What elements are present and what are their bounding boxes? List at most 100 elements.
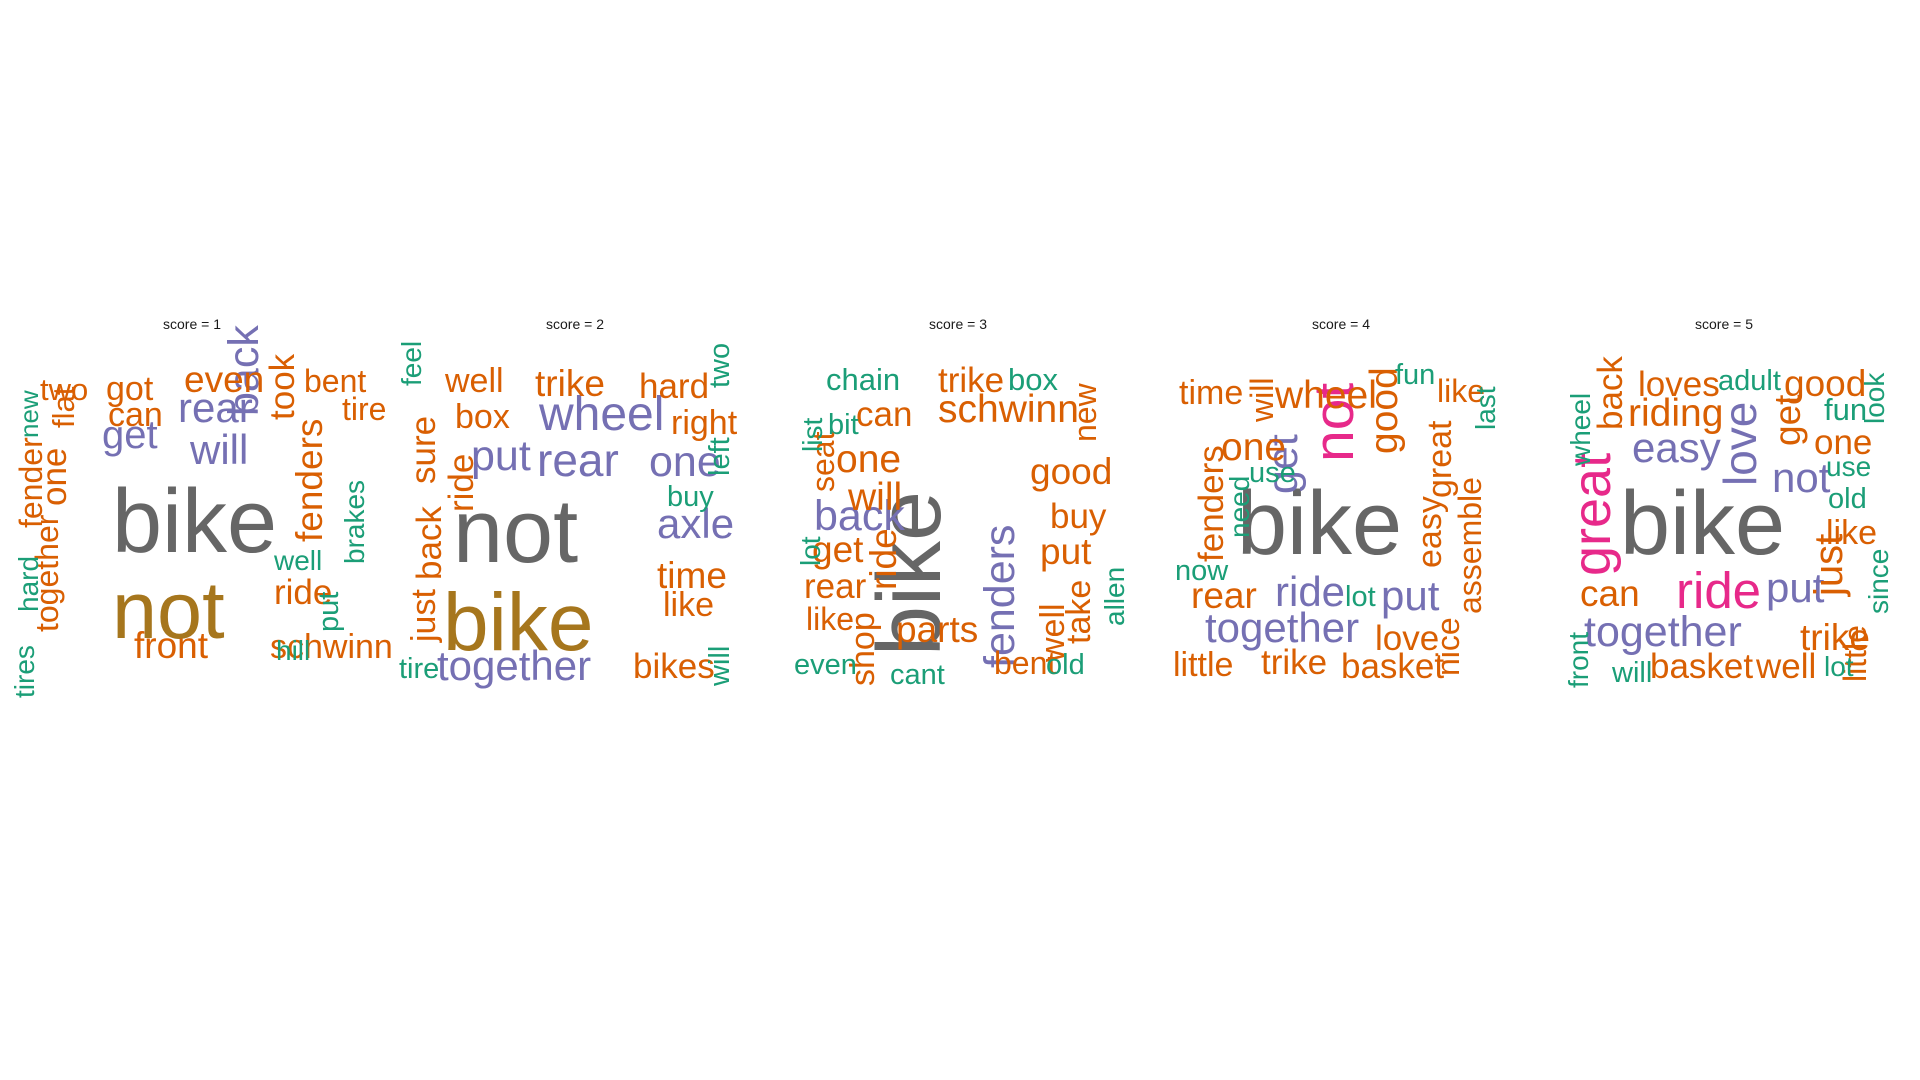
word-cant: cant xyxy=(890,659,945,691)
word-lot: lot xyxy=(795,536,826,566)
word-parts: parts xyxy=(896,609,978,650)
word-not: not xyxy=(453,482,578,582)
word-like: like xyxy=(806,601,854,637)
word-will: will xyxy=(189,426,248,473)
word-can: can xyxy=(856,395,912,434)
word-hill: hill xyxy=(276,635,310,666)
word-good: good xyxy=(1784,363,1866,404)
panel-title: score = 5 xyxy=(1695,316,1753,332)
word-front: front xyxy=(134,625,209,666)
word-hard: hard xyxy=(13,556,44,612)
word-together: together xyxy=(1205,604,1359,651)
word-even: even xyxy=(794,649,857,681)
word-bent: bent xyxy=(304,363,366,399)
word-get: get xyxy=(812,529,864,570)
word-shop: shop xyxy=(844,612,882,686)
word-one: one xyxy=(1814,423,1872,462)
word-box: box xyxy=(455,398,510,436)
word-will: will xyxy=(847,476,902,519)
word-put: put xyxy=(1766,564,1825,611)
word-new: new xyxy=(14,390,44,438)
word-schwinn: schwinn xyxy=(270,628,393,666)
word-take: take xyxy=(1060,580,1098,644)
word-ride: ride xyxy=(863,528,904,590)
word-hard: hard xyxy=(639,367,709,406)
word-sure: sure xyxy=(404,416,443,484)
panel-title: score = 1 xyxy=(163,316,221,332)
word-get: get xyxy=(1767,394,1808,446)
word-will: will xyxy=(1244,378,1280,423)
word-easy: easy xyxy=(1632,424,1721,471)
word-together: together xyxy=(1584,608,1742,656)
word-nice: nice xyxy=(1430,617,1466,676)
word-loves: loves xyxy=(1638,365,1720,404)
word-fun: fun xyxy=(1824,392,1867,427)
word-will: will xyxy=(704,646,736,687)
word-brakes: brakes xyxy=(339,480,370,564)
word-ride: ride xyxy=(442,454,481,512)
word-put: put xyxy=(471,432,531,480)
panel-title: score = 2 xyxy=(546,316,604,332)
word-last: last xyxy=(1470,386,1501,430)
word-put: put xyxy=(1040,531,1092,572)
word-lot: lot xyxy=(1824,651,1854,682)
word-like: like xyxy=(1437,373,1485,409)
word-one: one xyxy=(1221,426,1286,469)
word-bike: bike xyxy=(860,491,960,656)
word-cloud: bike great ride love easy not put together just r… xyxy=(1544,316,1904,736)
word-tire: tire xyxy=(399,653,439,685)
word-like: like xyxy=(663,586,714,624)
word-together: together xyxy=(29,514,65,632)
word-great: great xyxy=(1562,453,1622,576)
word-get: get xyxy=(1259,434,1307,494)
word-wheel: wheel xyxy=(538,388,664,441)
word-new: new xyxy=(1067,382,1103,442)
word-together: together xyxy=(437,642,591,689)
word-put: put xyxy=(1381,572,1440,619)
word-can: can xyxy=(1580,573,1640,614)
word-one: one xyxy=(836,438,901,481)
word-basket: basket xyxy=(1341,647,1444,686)
word-buy: buy xyxy=(667,481,714,513)
word-flat: flat xyxy=(46,386,81,428)
word-like: like xyxy=(1826,514,1877,552)
word-tires: tires xyxy=(9,645,40,698)
word-feel: feel xyxy=(396,341,427,386)
word-allen: allen xyxy=(1099,567,1130,626)
word-love: love xyxy=(1375,619,1439,658)
word-fun: fun xyxy=(1395,359,1435,391)
word-fender: fender xyxy=(13,437,49,528)
word-adult: adult xyxy=(1718,365,1781,397)
word-little: little xyxy=(1173,646,1233,684)
word-easy: easy xyxy=(1411,496,1449,568)
word-rear: rear xyxy=(1191,575,1257,616)
word-well: well xyxy=(444,362,504,400)
word-ride: ride xyxy=(274,573,332,612)
word-even: even xyxy=(184,359,264,400)
word-back: back xyxy=(1591,356,1630,430)
word-need: need xyxy=(1224,476,1255,538)
word-box: box xyxy=(1008,362,1058,397)
word-wheel: wheel xyxy=(1274,374,1377,417)
word-bike: bike xyxy=(1620,474,1785,574)
panel-score-4: score = 4 bike not get ride put together wheel… xyxy=(1161,316,1521,736)
word-tire: tire xyxy=(342,391,386,427)
word-bike: bike xyxy=(1237,474,1402,574)
word-will: will xyxy=(1611,657,1652,689)
word-fenders: fenders xyxy=(976,525,1024,668)
word-list: list xyxy=(797,418,828,452)
word-just: just xyxy=(405,589,443,643)
word-look: look xyxy=(1859,372,1890,424)
word-not: not xyxy=(1302,383,1366,462)
word-not: not xyxy=(112,566,225,656)
word-rear: rear xyxy=(178,384,253,431)
word-front: front xyxy=(1563,632,1594,688)
word-get: get xyxy=(102,413,158,457)
word-cloud: bike back fenders schwinn one will good get put r… xyxy=(778,316,1138,736)
word-one: one xyxy=(649,438,721,486)
panel-score-2: score = 2 not bike wheel rear one put axle toge… xyxy=(395,316,755,736)
word-little: little xyxy=(1837,625,1873,682)
